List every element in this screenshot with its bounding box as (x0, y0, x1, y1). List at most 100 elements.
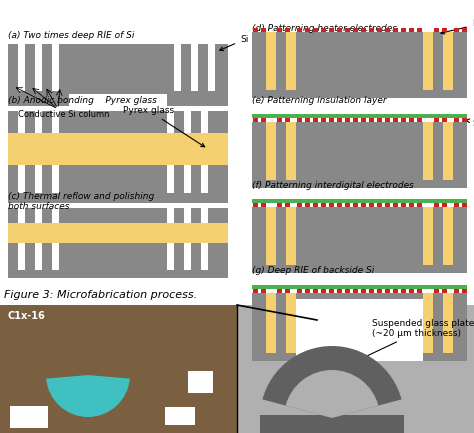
Bar (285, 203, 290, 207)
Bar (266, 128, 276, 180)
Bar (313, 203, 318, 207)
Bar (434, 203, 439, 207)
Bar (252, 128, 266, 180)
Bar (337, 203, 342, 207)
Bar (201, 208, 208, 223)
Bar (261, 203, 266, 207)
Bar (369, 118, 374, 122)
Bar (361, 203, 366, 207)
Bar (454, 203, 459, 207)
Bar (184, 208, 191, 223)
Text: SiO$_2$/Si$_3$N$_4$: SiO$_2$/Si$_3$N$_4$ (466, 117, 474, 129)
Bar (286, 38, 296, 90)
Bar (443, 122, 453, 128)
Bar (261, 118, 266, 122)
Bar (385, 289, 390, 293)
Text: (c) Thermal reflow and polishing: (c) Thermal reflow and polishing (8, 192, 154, 201)
Bar (423, 38, 433, 90)
Bar (276, 299, 286, 353)
Bar (8, 133, 228, 165)
Bar (321, 28, 326, 32)
Bar (454, 28, 459, 32)
Bar (253, 118, 258, 122)
Bar (286, 207, 296, 213)
Bar (286, 293, 296, 299)
Bar (18, 243, 25, 270)
Bar (393, 203, 398, 207)
Bar (201, 111, 208, 133)
Bar (52, 208, 59, 223)
Bar (184, 111, 191, 133)
Bar (454, 289, 459, 293)
Bar (277, 28, 282, 32)
Bar (321, 118, 326, 122)
Text: (b) Anodic bonding    Pyrex glass: (b) Anodic bonding Pyrex glass (8, 96, 157, 105)
Bar (442, 203, 447, 207)
Bar (393, 289, 398, 293)
Bar (208, 44, 215, 91)
Bar (401, 203, 406, 207)
Bar (52, 44, 59, 91)
Bar (433, 213, 443, 265)
Bar (252, 353, 296, 361)
Text: Si: Si (219, 35, 248, 51)
Bar (253, 289, 258, 293)
Bar (409, 203, 414, 207)
Text: C1x-16: C1x-16 (8, 311, 46, 321)
Bar (188, 371, 213, 393)
Bar (401, 28, 406, 32)
Bar (305, 203, 310, 207)
Bar (423, 128, 433, 180)
Bar (252, 265, 467, 273)
Bar (18, 111, 25, 133)
Bar (252, 285, 467, 289)
Bar (423, 299, 433, 353)
Bar (361, 28, 366, 32)
Bar (353, 28, 358, 32)
Bar (313, 289, 318, 293)
Wedge shape (46, 375, 130, 417)
Bar (353, 118, 358, 122)
Bar (252, 122, 467, 128)
Bar (297, 28, 302, 32)
Bar (266, 207, 276, 213)
Bar (260, 415, 404, 433)
Bar (35, 243, 42, 270)
Text: both surfaces: both surfaces (8, 202, 70, 211)
Bar (35, 44, 42, 91)
Bar (462, 118, 467, 122)
Text: (e) Patterning insulation layer: (e) Patterning insulation layer (252, 96, 387, 105)
Bar (442, 289, 447, 293)
Bar (417, 203, 422, 207)
Bar (385, 203, 390, 207)
Bar (401, 289, 406, 293)
Bar (286, 122, 296, 128)
Bar (377, 28, 382, 32)
Bar (369, 28, 374, 32)
Bar (409, 28, 414, 32)
Bar (345, 118, 350, 122)
Bar (443, 32, 453, 38)
Bar (285, 289, 290, 293)
Bar (401, 118, 406, 122)
Bar (296, 38, 423, 90)
Bar (18, 165, 25, 193)
Bar (252, 38, 266, 90)
Bar (462, 28, 467, 32)
Bar (252, 199, 467, 203)
Bar (393, 118, 398, 122)
Bar (423, 32, 433, 38)
Bar (377, 118, 382, 122)
Bar (252, 180, 467, 188)
Bar (8, 243, 228, 278)
Bar (167, 243, 174, 270)
Bar (423, 122, 433, 128)
Bar (18, 44, 25, 91)
Bar (296, 213, 423, 265)
Bar (442, 28, 447, 32)
Bar (462, 289, 467, 293)
Bar (417, 289, 422, 293)
Bar (266, 293, 276, 299)
Bar (174, 44, 181, 91)
Text: Pyrex glass: Pyrex glass (123, 106, 205, 147)
